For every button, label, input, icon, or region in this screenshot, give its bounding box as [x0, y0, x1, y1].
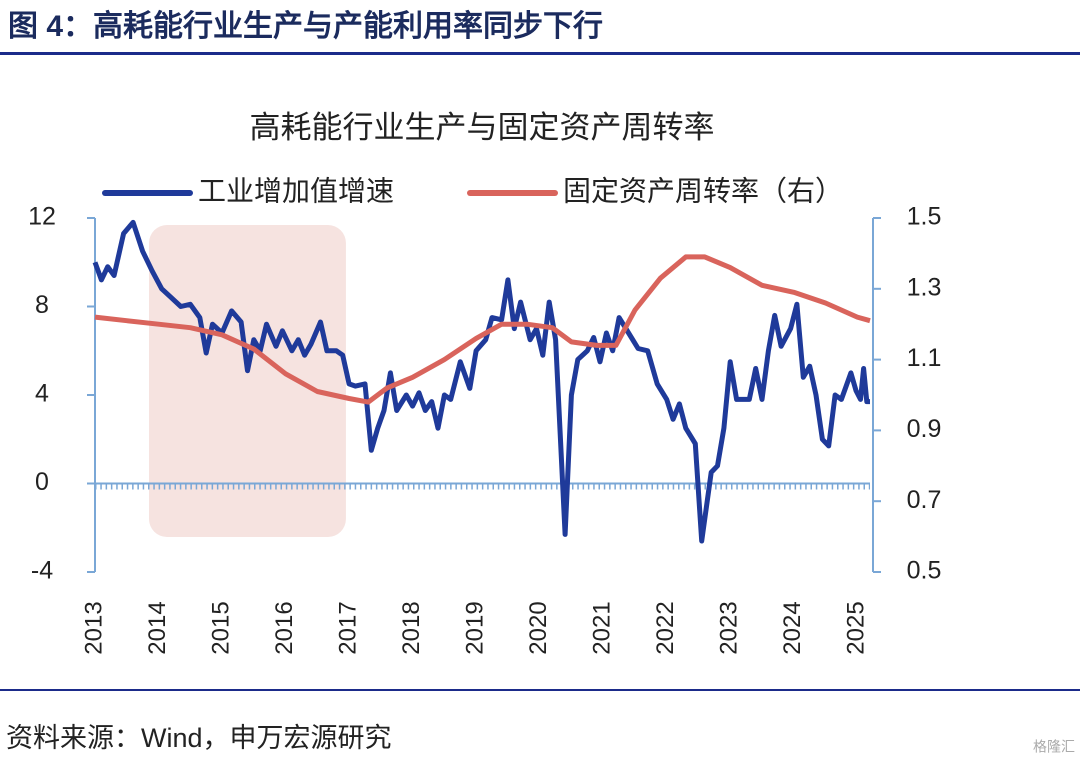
source: 资料来源：Wind，申万宏源研究 — [6, 723, 392, 753]
y2-tick-label: 1.5 — [907, 203, 942, 231]
legend-label: 固定资产周转率（右） — [563, 175, 843, 206]
x-tick-label: 2015 — [207, 601, 234, 654]
legend-label: 工业增加值增速 — [198, 175, 394, 206]
x-tick-label: 2023 — [716, 601, 743, 654]
y-tick-label: 12 — [28, 203, 56, 231]
x-tick-label: 2020 — [525, 601, 552, 654]
shaded-region — [148, 225, 346, 537]
y-tick-label: 8 — [35, 291, 49, 319]
title-rule — [0, 52, 1080, 55]
y-tick-label: 0 — [35, 468, 49, 496]
y2-tick-label: 0.9 — [907, 415, 942, 443]
y2-tick-label: 0.5 — [907, 557, 942, 585]
x-tick-label: 2014 — [144, 601, 171, 654]
y2-tick-label: 1.1 — [907, 344, 942, 372]
x-tick-label: 2024 — [779, 601, 806, 654]
x-tick-label: 2022 — [652, 601, 679, 654]
x-tick-label: 2021 — [589, 601, 616, 654]
page-title: 图 4：高耗能行业生产与产能利用率同步下行 — [8, 10, 603, 43]
series-line — [94, 254, 871, 405]
y-tick-label: -4 — [31, 557, 53, 585]
x-tick-label: 2013 — [80, 601, 107, 654]
x-tick-label: 2019 — [461, 601, 488, 654]
y2-tick-label: 0.7 — [907, 486, 942, 514]
x-tick-label: 2016 — [271, 601, 298, 654]
footer-rule — [0, 689, 1080, 691]
watermark: 格隆汇 — [1033, 739, 1075, 755]
y-tick-label: 4 — [35, 380, 49, 408]
x-tick-label: 2018 — [398, 601, 425, 654]
series-line — [92, 219, 870, 544]
y2-tick-label: 1.3 — [907, 273, 942, 301]
x-tick-label: 2025 — [843, 601, 870, 654]
chart-title: 高耗能行业生产与固定资产周转率 — [250, 110, 715, 145]
x-tick-label: 2017 — [334, 601, 361, 654]
